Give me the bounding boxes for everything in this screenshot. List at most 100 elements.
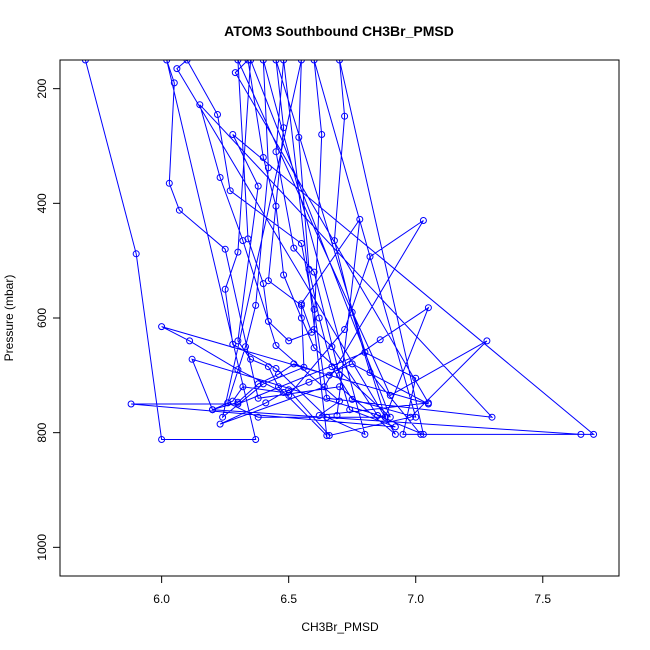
data-point — [386, 413, 394, 421]
data-point — [262, 399, 270, 407]
data-point — [348, 395, 356, 403]
data-point — [231, 69, 239, 77]
data-point — [244, 235, 252, 243]
data-point — [272, 365, 280, 372]
data-point — [239, 383, 247, 391]
data-point — [280, 60, 288, 64]
data-point — [247, 355, 255, 363]
x-tick-label: 7.5 — [534, 592, 551, 606]
data-point — [391, 423, 399, 431]
chart-title: ATOM3 Southbound CH3Br_PMSD — [224, 23, 454, 39]
data-point — [290, 360, 298, 368]
data-point — [297, 314, 305, 322]
data-point — [272, 202, 280, 210]
data-point — [252, 436, 260, 443]
data-point — [488, 413, 496, 421]
plot-frame — [59, 59, 620, 577]
y-axis: 200 400 600 800 1000 — [35, 78, 60, 561]
data-point — [336, 60, 343, 64]
data-point — [165, 179, 173, 187]
data-point — [323, 413, 331, 421]
data-point — [163, 60, 171, 64]
data-point — [336, 383, 343, 391]
data-point — [328, 343, 336, 351]
data-point — [275, 383, 282, 391]
data-point — [219, 413, 227, 421]
data-point — [290, 244, 298, 252]
data-point — [170, 79, 178, 87]
data-point — [264, 277, 272, 285]
data-point — [254, 182, 262, 190]
y-tick-label: 400 — [35, 193, 49, 213]
data-point — [242, 343, 249, 351]
data-point — [308, 328, 316, 336]
data-point — [280, 271, 288, 279]
data-point — [346, 406, 354, 414]
data-point — [323, 432, 331, 439]
data-point — [272, 60, 280, 64]
data-point — [229, 340, 237, 348]
data-point — [259, 380, 267, 388]
data-point — [234, 337, 242, 345]
data-point — [226, 187, 234, 195]
data-point — [310, 344, 318, 352]
data-point — [341, 326, 349, 333]
data-point — [333, 412, 341, 419]
x-axis: 6.0 6.5 7.0 7.5 — [153, 576, 551, 606]
data-point — [158, 436, 166, 443]
data-point — [577, 430, 585, 438]
y-tick-label: 1000 — [35, 534, 49, 561]
data-point — [419, 430, 427, 438]
data-point — [264, 164, 272, 172]
data-point — [234, 398, 242, 406]
data-point — [366, 369, 374, 376]
data-point — [214, 111, 221, 118]
data-point — [424, 304, 432, 312]
data-point — [216, 174, 224, 181]
x-axis-label: CH3Br_PMSD — [301, 620, 379, 634]
data-point — [234, 60, 242, 64]
data-point — [272, 342, 280, 349]
data-point — [336, 371, 343, 379]
data-point — [361, 348, 369, 356]
data-point — [216, 420, 224, 428]
data-point — [252, 301, 260, 309]
data-point — [259, 154, 267, 161]
data-point — [188, 355, 196, 363]
y-tick-label: 800 — [35, 422, 49, 442]
data-point — [186, 337, 194, 345]
data-point — [229, 397, 237, 405]
data-point — [325, 371, 333, 379]
data-point — [221, 245, 229, 253]
data-point — [590, 430, 598, 438]
data-point — [132, 250, 140, 258]
data-point — [297, 60, 305, 64]
y-tick-label: 600 — [35, 308, 49, 328]
x-tick-label: 6.5 — [280, 592, 297, 606]
data-point — [483, 337, 491, 345]
data-point — [297, 240, 305, 247]
data-point — [295, 133, 303, 141]
data-point — [412, 374, 420, 382]
x-tick-label: 6.0 — [153, 592, 170, 606]
series-line — [84, 60, 595, 440]
data-point — [318, 131, 326, 138]
data-point — [310, 305, 318, 313]
data-point — [386, 391, 394, 399]
data-point — [272, 148, 280, 156]
data-point — [254, 380, 262, 388]
data-point — [305, 265, 313, 273]
data-point — [300, 363, 308, 371]
data-point — [259, 280, 267, 288]
data-point — [247, 60, 255, 64]
data-point — [348, 360, 356, 368]
data-point — [330, 237, 338, 245]
data-point — [254, 413, 262, 421]
data-point — [81, 60, 89, 64]
data-point — [264, 317, 272, 325]
data-point — [264, 363, 272, 371]
data-point — [374, 412, 382, 419]
data-point — [315, 412, 323, 419]
data-point — [221, 285, 229, 293]
